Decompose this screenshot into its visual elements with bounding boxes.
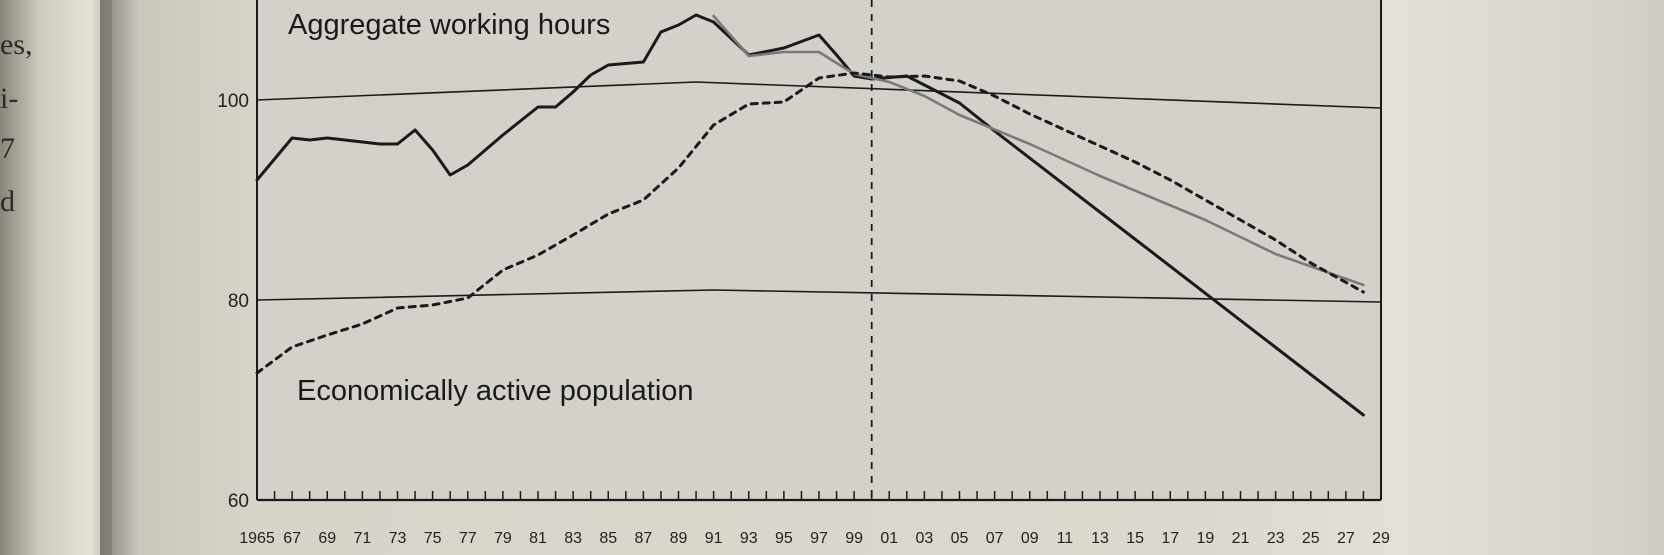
x-tick-label: 05 xyxy=(951,530,969,547)
left-page-fragment: d xyxy=(0,185,15,218)
x-tick-label: 71 xyxy=(353,530,371,547)
x-tick-label: 77 xyxy=(459,530,477,547)
x-tick-label: 83 xyxy=(564,530,582,547)
left-page-fragment: es, xyxy=(0,28,33,61)
x-tick-label: 15 xyxy=(1126,530,1144,547)
x-tick-label: 11 xyxy=(1057,530,1074,547)
plot-area xyxy=(256,0,1382,500)
series-line-gray xyxy=(712,14,1365,287)
x-tick-label: 23 xyxy=(1267,530,1285,547)
series-layer xyxy=(255,13,1365,417)
x-tick-label: 79 xyxy=(494,530,512,547)
left-page-fragment: i- xyxy=(0,82,19,115)
x-tick-label: 99 xyxy=(845,530,863,547)
x-tick-label: 73 xyxy=(389,530,407,547)
series-label-economically-active-population: Economically active population xyxy=(297,375,694,407)
reference-lines xyxy=(256,81,1382,303)
x-tick-label: 87 xyxy=(634,530,652,547)
series-line-economically-active-population xyxy=(255,71,1365,375)
x-tick-label: 29 xyxy=(1372,530,1390,547)
y-tick-label: 80 xyxy=(228,291,249,312)
x-tick-label: 97 xyxy=(810,530,828,547)
x-tick-label: 1965 xyxy=(239,530,275,547)
x-tick-label: 93 xyxy=(740,530,758,547)
reference-line-ref-100 xyxy=(256,81,1382,109)
x-tick-label: 17 xyxy=(1161,530,1179,547)
x-tick-label: 27 xyxy=(1337,530,1355,547)
y-tick-label: 100 xyxy=(217,91,249,112)
series-line-aggregate-working-hours xyxy=(255,13,1365,417)
x-tick-label: 13 xyxy=(1091,530,1109,547)
book-gutter xyxy=(100,0,140,555)
plot-background xyxy=(257,0,1381,500)
x-tick-label: 09 xyxy=(1021,530,1039,547)
x-tick-label: 21 xyxy=(1232,530,1250,547)
x-tick-label: 81 xyxy=(529,530,547,547)
reference-line-ref-80 xyxy=(256,289,1382,303)
x-tick-label: 91 xyxy=(705,530,723,547)
left-page xyxy=(0,0,112,555)
series-label-aggregate-working-hours: Aggregate working hours xyxy=(288,9,610,41)
x-tick-label: 01 xyxy=(880,530,898,547)
left-page-fragment: 7 xyxy=(0,132,15,165)
x-tick-label: 95 xyxy=(775,530,793,547)
x-tick-label: 89 xyxy=(670,530,688,547)
x-tick-label: 25 xyxy=(1302,530,1320,547)
series-labels: Aggregate working hours Economically acti… xyxy=(288,9,694,407)
axes: 1965 67 69 71 73 75 77 79 81 83 85 87 89 91 93 95 97 99 01… xyxy=(217,91,1390,547)
x-tick-label: 67 xyxy=(283,530,301,547)
x-tick-label: 85 xyxy=(599,530,617,547)
x-tick-label: 69 xyxy=(318,530,336,547)
x-tick-label: 03 xyxy=(915,530,933,547)
x-tick-label: 75 xyxy=(424,530,442,547)
x-tick-label: 07 xyxy=(986,530,1004,547)
y-tick-label: 60 xyxy=(228,491,249,512)
x-tick-label: 19 xyxy=(1196,530,1214,547)
